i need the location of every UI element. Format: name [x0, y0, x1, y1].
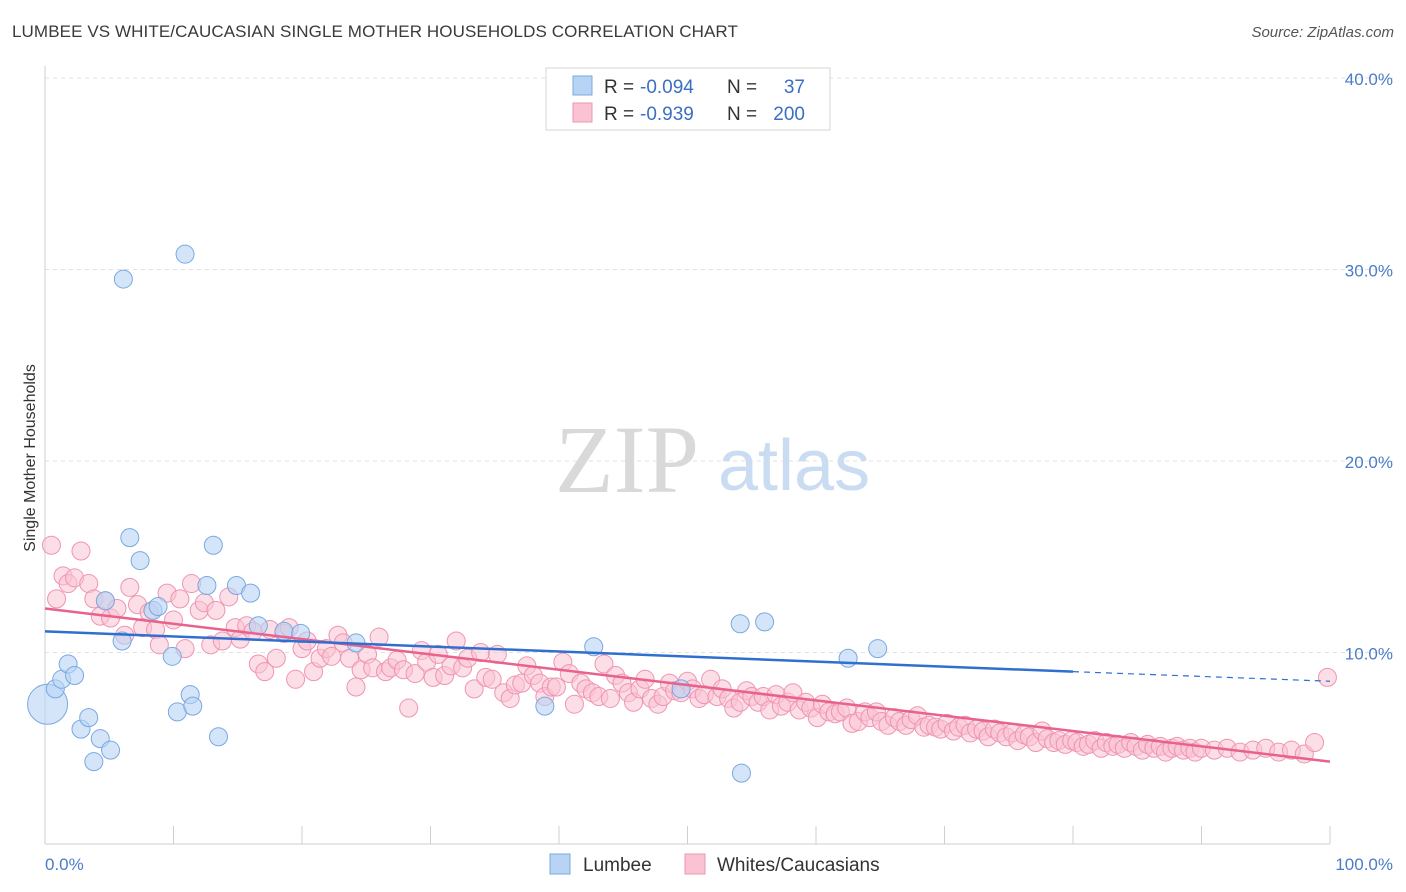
- legend-r-label-1: R =: [604, 77, 634, 98]
- lumbee-point: [113, 269, 133, 289]
- stats-legend: R = -0.094 N = 37 R = -0.939 N = 200: [545, 67, 831, 131]
- y-tick-labels: 10.0% 20.0% 30.0% 40.0%: [1345, 70, 1393, 664]
- whites-point: [600, 688, 620, 708]
- whites-point: [1305, 733, 1325, 753]
- watermark-atlas: atlas: [718, 426, 870, 506]
- whites-point: [255, 662, 275, 682]
- series-whites-points: [41, 535, 1337, 764]
- lumbee-point: [731, 763, 751, 783]
- lumbee-point: [79, 708, 99, 728]
- whites-point: [41, 535, 61, 555]
- whites-point: [446, 631, 466, 651]
- whites-point: [405, 664, 425, 684]
- x-tick-labels: 0.0% 100.0%: [45, 855, 1393, 874]
- y-tick-label: 40.0%: [1345, 70, 1393, 89]
- whites-trend-line: [44, 607, 1331, 763]
- lumbee-point: [838, 648, 858, 668]
- whites-point: [464, 679, 484, 699]
- series-legend: Lumbee Whites/Caucasians: [549, 853, 880, 876]
- whites-point: [546, 677, 566, 697]
- legend-r-label-2: R =: [604, 104, 634, 125]
- legend-n-value-1: 37: [784, 77, 805, 98]
- lumbee-point: [203, 535, 223, 555]
- whites-point: [170, 589, 190, 609]
- legend-n-label-2: N =: [727, 104, 757, 125]
- lumbee-point: [241, 583, 261, 603]
- lumbee-point: [755, 612, 775, 632]
- whites-point: [212, 631, 232, 651]
- x-tick-label: 0.0%: [45, 855, 84, 874]
- y-axis-title: Single Mother Households: [22, 364, 39, 552]
- lumbee-point: [130, 551, 150, 571]
- watermark-zip: ZIP: [555, 406, 699, 513]
- whites-point: [206, 600, 226, 620]
- y-tick-label: 30.0%: [1345, 262, 1393, 281]
- bottom-legend-whites-label: Whites/Caucasians: [717, 855, 880, 876]
- lumbee-point: [868, 639, 888, 659]
- lumbee-point: [95, 591, 115, 611]
- whites-point: [286, 669, 306, 689]
- lumbee-point: [197, 575, 217, 595]
- lumbee-trend-extension: [1072, 671, 1331, 682]
- legend-lumbee-swatch: [572, 75, 593, 96]
- x-tick-label: 100.0%: [1335, 855, 1393, 874]
- whites-point: [266, 648, 286, 668]
- chart-title: LUMBEE VS WHITE/CAUCASIAN SINGLE MOTHER …: [12, 22, 738, 41]
- trend-lines: [44, 607, 1331, 763]
- whites-point: [346, 677, 366, 697]
- lumbee-point: [101, 740, 121, 760]
- whites-point: [1317, 667, 1337, 687]
- watermark: ZIP atlas: [555, 406, 870, 513]
- whites-point: [594, 654, 614, 674]
- whites-point: [482, 669, 502, 689]
- legend-whites-swatch: [572, 102, 593, 123]
- whites-point: [164, 610, 183, 630]
- bottom-legend-lumbee-swatch: [549, 853, 571, 875]
- lumbee-point: [148, 597, 168, 617]
- y-tick-label: 20.0%: [1345, 453, 1393, 472]
- legend-r-value-1: -0.094: [640, 77, 694, 98]
- legend-n-label-1: N =: [727, 77, 757, 98]
- lumbee-point: [84, 752, 104, 772]
- whites-point: [71, 541, 91, 561]
- lumbee-point: [120, 528, 140, 548]
- lumbee-point: [162, 646, 182, 666]
- y-tick-label: 10.0%: [1345, 645, 1393, 664]
- lumbee-point: [208, 727, 228, 747]
- grid-lines: [45, 77, 1394, 653]
- legend-r-value-2: -0.939: [640, 104, 694, 125]
- legend-n-value-2: 200: [773, 104, 805, 125]
- lumbee-trend-line: [44, 630, 1074, 673]
- whites-point: [564, 694, 584, 714]
- lumbee-point: [584, 637, 604, 657]
- lumbee-point: [175, 244, 195, 264]
- series-lumbee-points: [27, 244, 888, 783]
- lumbee-point: [183, 696, 203, 716]
- lumbee-point: [535, 696, 555, 716]
- whites-point: [369, 627, 389, 647]
- lumbee-point: [730, 614, 750, 634]
- whites-point: [399, 698, 419, 718]
- lumbee-point: [112, 631, 132, 651]
- whites-point: [120, 577, 140, 597]
- bottom-legend-whites-swatch: [684, 853, 706, 875]
- whites-point: [47, 589, 67, 609]
- bottom-legend-lumbee-label: Lumbee: [583, 855, 652, 876]
- source-label: Source: ZipAtlas.com: [1251, 24, 1394, 41]
- lumbee-point: [65, 665, 85, 685]
